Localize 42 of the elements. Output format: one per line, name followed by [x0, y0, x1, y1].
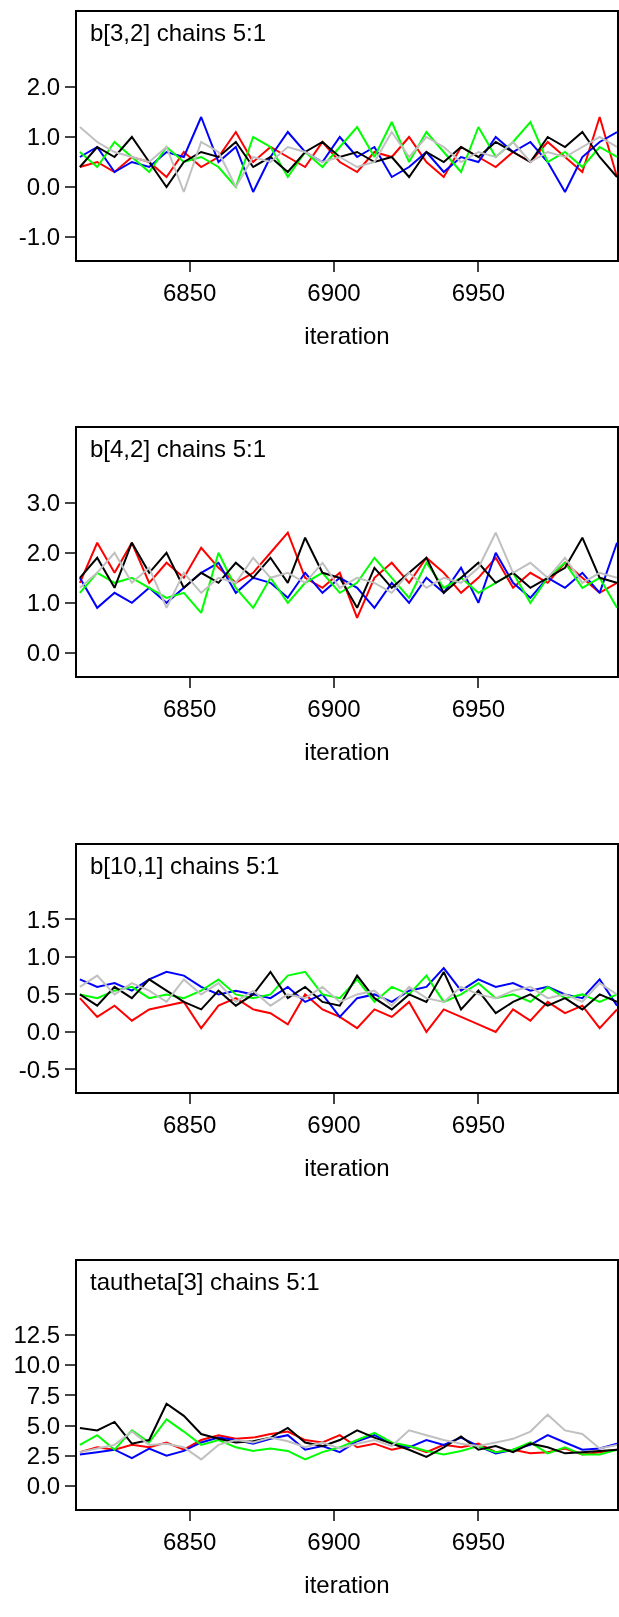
x-tick-label: 6950: [451, 694, 506, 722]
y-tick-label: 0.5: [26, 980, 61, 1008]
y-tick-label: 0.0: [26, 1472, 61, 1500]
y-tick-label: 0.0: [26, 173, 61, 201]
y-tick-label: 5.0: [26, 1411, 61, 1439]
x-tick-label: 6950: [451, 1527, 506, 1555]
y-tick-label: 1.0: [26, 123, 61, 151]
x-tick-label: 6900: [307, 278, 361, 306]
y-tick-label: 12.5: [13, 1321, 61, 1349]
y-tick-label: 1.5: [26, 905, 61, 933]
x-axis-title: iteration: [304, 321, 390, 349]
y-tick-label: 0.0: [26, 1018, 61, 1046]
x-tick-label: 6950: [451, 278, 506, 306]
y-tick-label: -1.0: [18, 223, 61, 251]
y-tick-label: -0.5: [18, 1055, 61, 1083]
x-tick-label: 6950: [451, 1110, 506, 1138]
x-tick-label: 6850: [162, 1110, 217, 1138]
y-tick-label: 10.0: [13, 1351, 61, 1379]
x-axis-title: iteration: [304, 737, 390, 765]
y-tick-label: 2.0: [26, 539, 61, 567]
chart-title: b[4,2] chains 5:1: [90, 435, 267, 462]
x-tick-label: 6850: [162, 694, 217, 722]
chart-title: b[3,2] chains 5:1: [90, 19, 267, 46]
y-tick-label: 2.0: [26, 73, 61, 101]
x-tick-label: 6900: [307, 694, 361, 722]
chart-title: b[10,1] chains 5:1: [90, 852, 280, 879]
line-series: [78, 116, 617, 178]
y-tick-label: 1.0: [26, 943, 61, 971]
x-tick-label: 6850: [162, 1527, 217, 1555]
x-axis-title: iteration: [304, 1570, 390, 1598]
x-axis-title: iteration: [304, 1153, 390, 1181]
y-tick-label: 7.5: [26, 1381, 61, 1409]
x-tick-label: 6900: [307, 1527, 361, 1555]
x-tick-label: 6900: [307, 1110, 361, 1138]
y-tick-label: 2.5: [26, 1442, 61, 1470]
y-tick-label: 1.0: [26, 589, 61, 617]
line-series: [78, 551, 617, 614]
line-series: [78, 993, 617, 1033]
chart-title: tautheta[3] chains 5:1: [90, 1268, 320, 1295]
y-tick-label: 0.0: [26, 639, 61, 667]
y-tick-label: 3.0: [26, 489, 61, 517]
x-tick-label: 6850: [162, 278, 217, 306]
